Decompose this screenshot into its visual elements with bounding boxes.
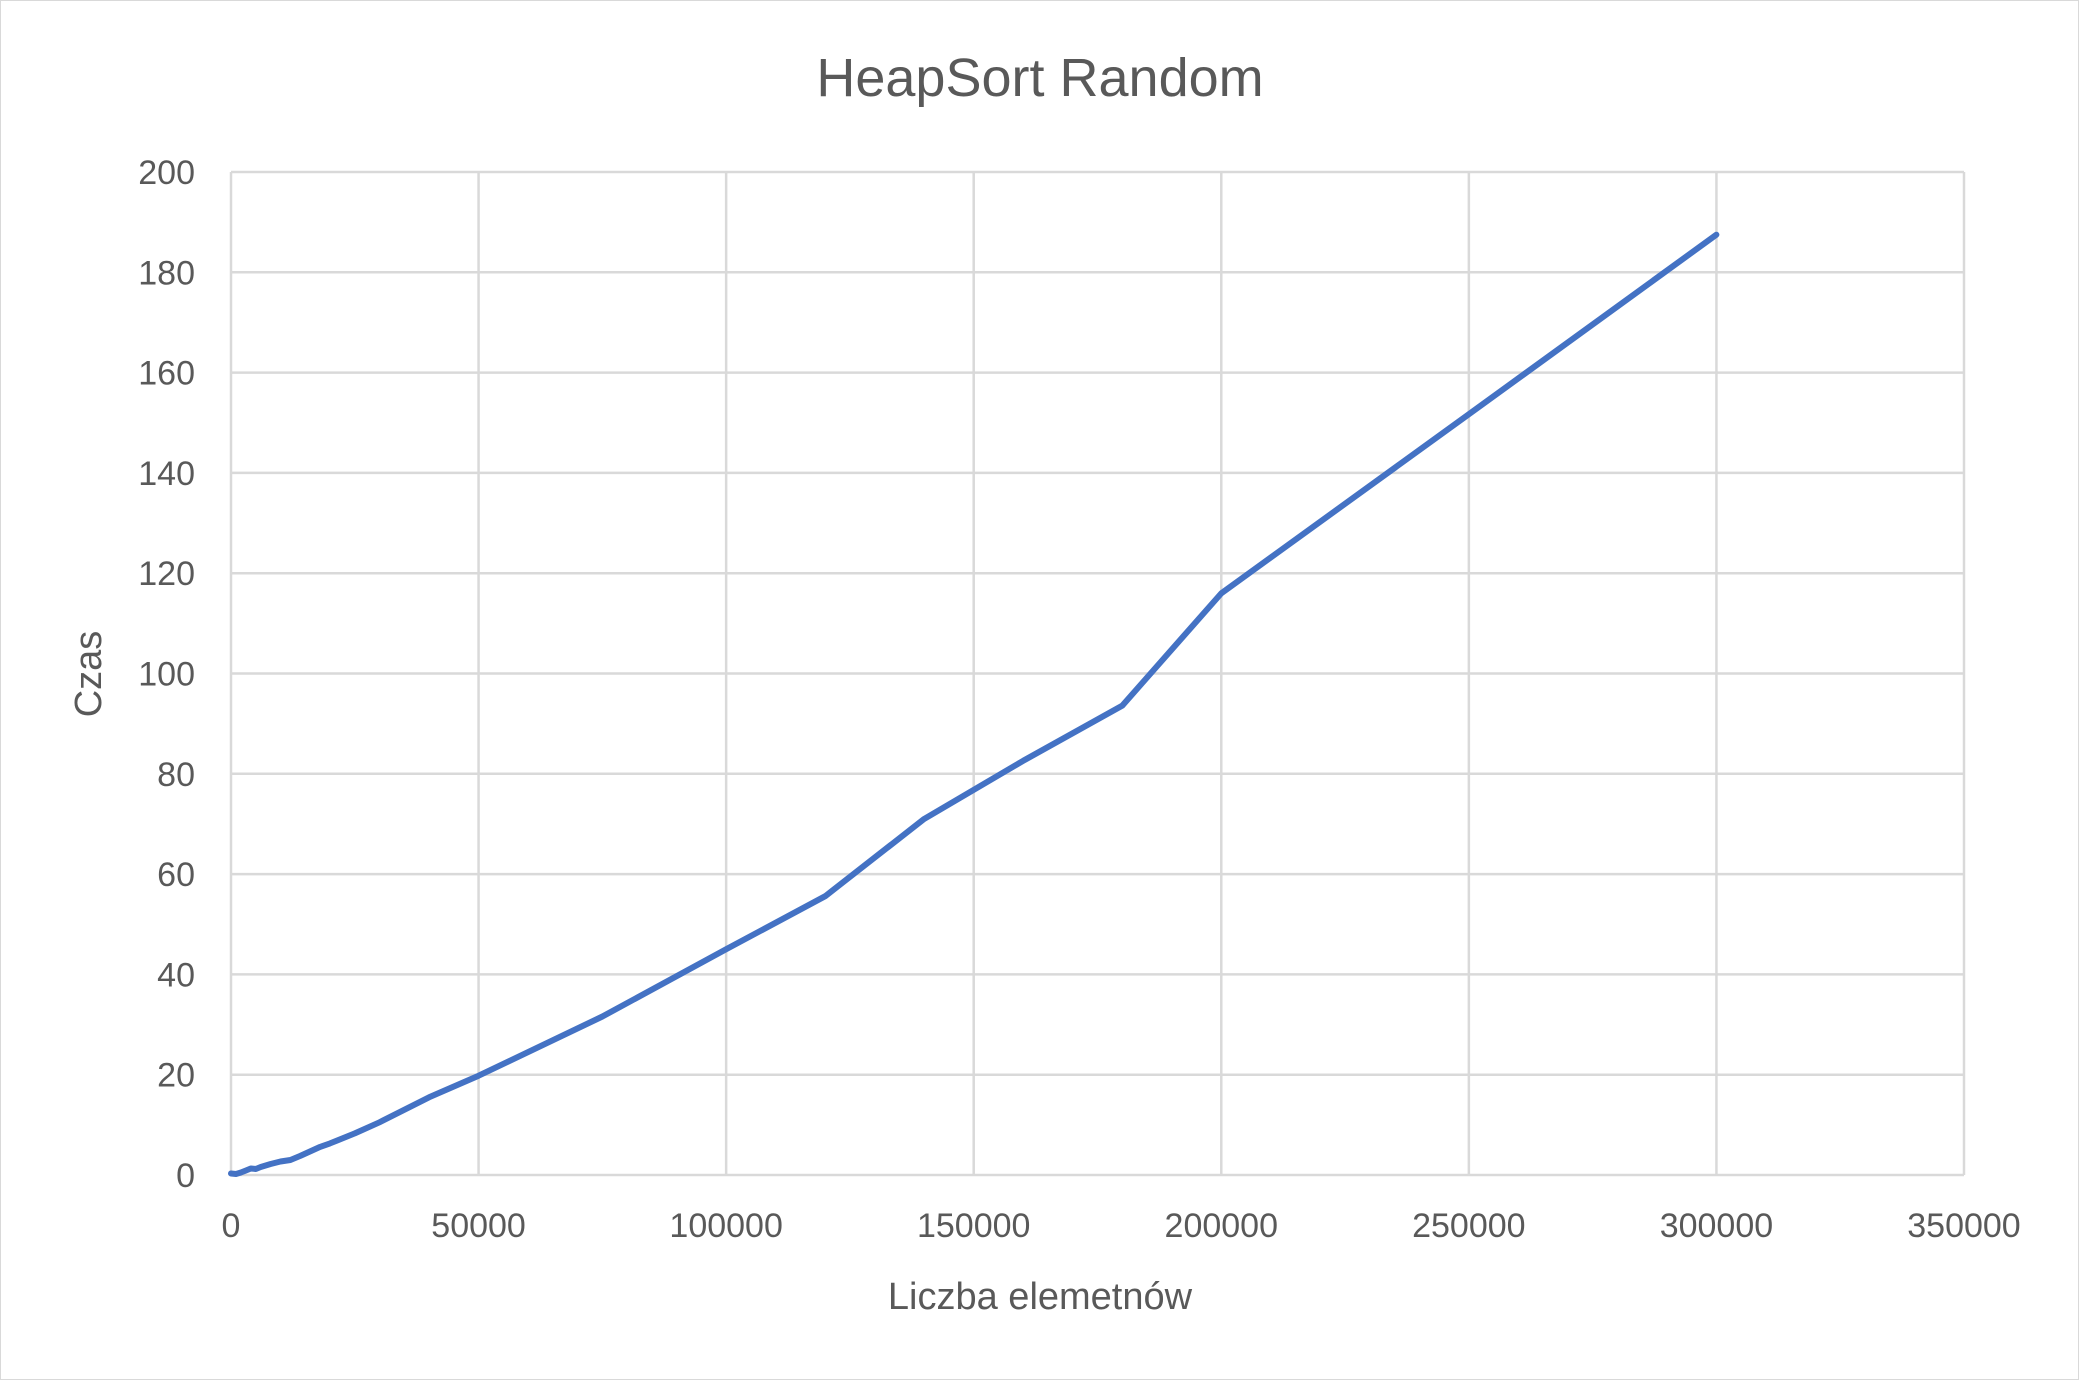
x-axis-title: Liczba elemetnów: [888, 1276, 1193, 1318]
x-axis-ticks: 0 50000 100000 150000 200000 250000 300000 3500…: [222, 1207, 2021, 1245]
gridlines: [231, 172, 1964, 1175]
y-tick-label: 200: [138, 154, 195, 192]
y-tick-label: 120: [138, 555, 195, 593]
y-tick-label: 140: [138, 455, 195, 493]
y-tick-label: 20: [157, 1057, 195, 1095]
x-tick-label: 0: [222, 1207, 241, 1245]
x-tick-label: 150000: [917, 1207, 1030, 1245]
x-tick-label: 250000: [1412, 1207, 1525, 1245]
x-tick-label: 300000: [1660, 1207, 1773, 1245]
y-tick-label: 0: [176, 1157, 195, 1195]
y-axis-title: Czas: [68, 631, 110, 718]
y-tick-label: 80: [157, 756, 195, 794]
y-tick-label: 100: [138, 656, 195, 694]
x-tick-label: 350000: [1907, 1207, 2020, 1245]
y-tick-label: 180: [138, 254, 195, 292]
y-tick-label: 60: [157, 856, 195, 894]
x-tick-label: 200000: [1165, 1207, 1278, 1245]
y-axis-ticks: 0 20 40 60 80 100 120 140 160 180 200: [138, 154, 195, 1195]
chart-title: HeapSort Random: [816, 48, 1263, 108]
x-tick-label: 50000: [431, 1207, 526, 1245]
y-tick-label: 160: [138, 355, 195, 393]
y-tick-label: 40: [157, 956, 195, 994]
x-tick-label: 100000: [669, 1207, 782, 1245]
